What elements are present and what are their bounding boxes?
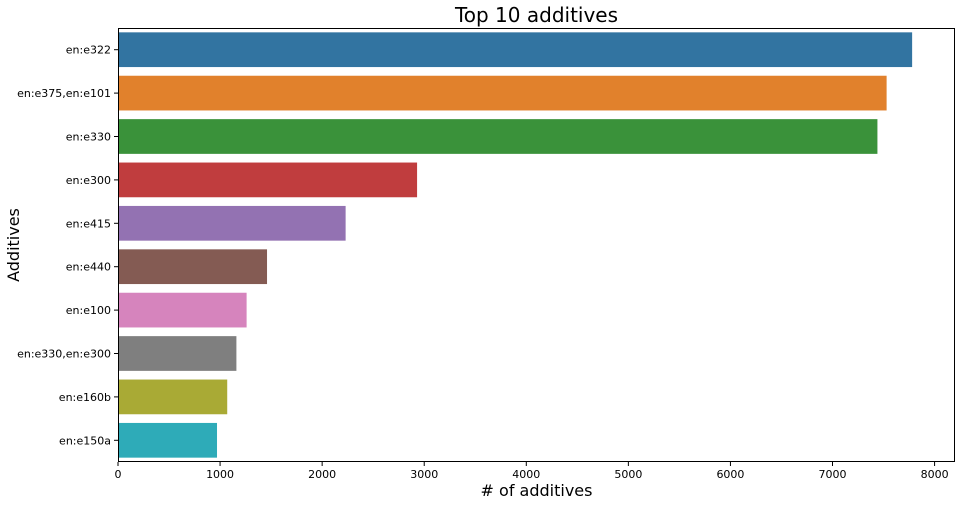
bar-7 [118,336,237,371]
x-tick-label: 6000 [716,468,744,481]
x-tick-label: 4000 [512,468,540,481]
x-tick-label: 1000 [206,468,234,481]
x-tick-labels: 0 1000 2000 3000 4000 5000 6000 7000 8000 [115,462,949,481]
bar-4 [118,205,346,241]
bar-3 [118,162,418,198]
y-tick-label: en:e440 [66,261,111,274]
bars-layer [118,32,913,458]
bar-6 [118,292,247,328]
y-tick-label: en:e330 [66,131,111,144]
x-tick-label: 8000 [921,468,949,481]
bar-2 [118,119,878,154]
bar-0 [118,32,913,68]
x-tick-label: 3000 [410,468,438,481]
x-tick-label: 0 [115,468,122,481]
y-tick-label: en:e330,en:e300 [17,348,111,361]
bar-1 [118,75,887,111]
y-tick-label: en:e375,en:e101 [17,87,111,100]
bar-5 [118,249,268,285]
plot-frame [118,28,955,462]
y-tick-label: en:e150a [59,434,111,447]
x-tick-label: 7000 [819,468,847,481]
chart-title: Top 10 additives [454,3,618,27]
x-tick-label: 2000 [308,468,336,481]
y-tick-label: en:e322 [66,44,111,57]
y-tick-label: en:e300 [66,174,111,187]
y-axis-title: Additives [4,208,23,282]
x-tick-label: 5000 [614,468,642,481]
y-tick-label: en:e415 [66,217,111,230]
y-tick-label: en:e100 [66,304,111,317]
bar-9 [118,422,218,458]
y-tick-label: en:e160b [59,391,111,404]
x-axis-title: # of additives [481,481,593,500]
y-tick-labels: en:e322 en:e375,en:e101 en:e330 en:e300 en:e… [17,44,118,447]
bar-8 [118,379,228,415]
